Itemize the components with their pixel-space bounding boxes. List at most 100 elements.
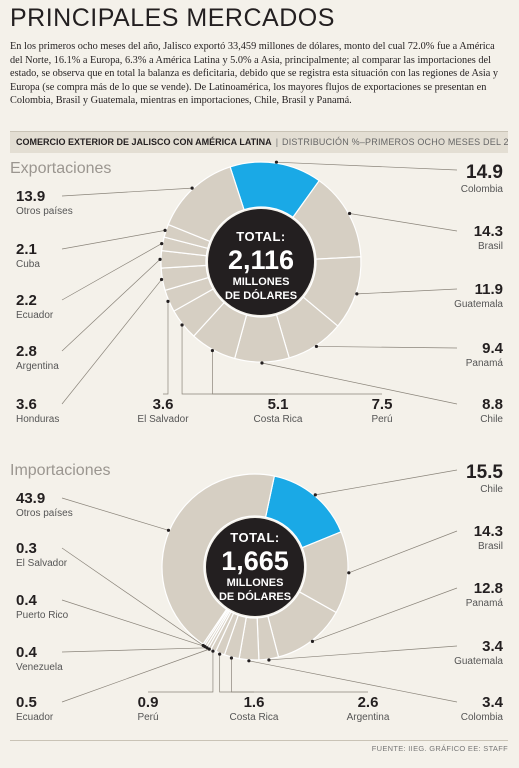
- exports-leader-dot-3: [314, 344, 319, 349]
- imports-label-value: 0.3: [16, 540, 37, 557]
- imports-leader-3: [268, 645, 458, 661]
- exports-center-disc: [208, 209, 314, 315]
- imports-leader-8: [61, 648, 210, 703]
- exports-label-value: 2.1: [16, 241, 37, 258]
- exports-leader-6: [181, 324, 278, 395]
- subhead-title: COMERCIO EXTERIOR DE JALISCO CON AMÉRICA…: [16, 137, 272, 147]
- imports-leader-dot-7: [211, 649, 215, 653]
- imports-label-name: Brasil: [477, 541, 503, 552]
- exports-label-9: 2.8 Argentina: [16, 343, 59, 373]
- exports-label-name: Honduras: [16, 414, 60, 425]
- imports-label-value: 2.6: [357, 694, 379, 711]
- imports-label-value: 3.4: [482, 694, 503, 711]
- imports-label-2: 12.8 Panamá: [466, 580, 503, 610]
- exports-label-name: Guatemala: [454, 299, 503, 310]
- intro-paragraph: En los primeros ocho meses del año, Jali…: [10, 41, 499, 107]
- exports-total-unit-2: DE DÓLARES: [224, 290, 298, 302]
- imports-label-name: Guatemala: [454, 656, 503, 667]
- exports-leader-dot-4: [260, 361, 264, 365]
- imports-leader-dot-12: [166, 528, 171, 532]
- exports-leader-2: [356, 288, 458, 295]
- imports-label-name: El Salvador: [16, 558, 68, 569]
- imports-label-name: Venezuela: [16, 662, 63, 673]
- exports-leader-10: [61, 243, 162, 301]
- imports-label-name: Colombia: [460, 712, 503, 723]
- imports-total-unit-1: MILLONES: [226, 577, 284, 589]
- exports-label-value: 11.9: [474, 281, 503, 298]
- imports-label-value: 14.3: [473, 523, 503, 540]
- exports-label-1: 14.3 Brasil: [474, 223, 503, 253]
- subhead-separator: |: [275, 137, 279, 147]
- exports-leader-dot-2: [355, 292, 359, 296]
- imports-label-3: 3.4 Guatemala: [454, 638, 503, 668]
- exports-center-total: TOTAL: 2,116 MILLONES DE DÓLARES: [203, 229, 319, 303]
- exports-leader-3: [316, 346, 458, 349]
- imports-label-5: 2.6 Argentina: [328, 694, 408, 724]
- imports-label-12: 43.9 Otros países: [16, 490, 73, 520]
- imports-label-8: 0.5 Ecuador: [16, 694, 53, 724]
- imports-leader-dot-1: [347, 571, 351, 575]
- exports-label-name: Argentina: [16, 361, 59, 372]
- imports-leader-5: [231, 657, 368, 693]
- imports-center-total: TOTAL: 1,665 MILLONES DE DÓLARES: [197, 530, 313, 604]
- imports-label-7: 0.9 Perú: [108, 694, 188, 724]
- exports-label-0: 14.9 Colombia: [461, 162, 503, 196]
- chart-subhead: COMERCIO EXTERIOR DE JALISCO CON AMÉRICA…: [10, 131, 508, 153]
- imports-section-title: Importaciones: [10, 462, 111, 479]
- exports-leader-dot-7: [166, 299, 170, 303]
- exports-label-value: 5.1: [267, 396, 289, 413]
- exports-label-name: Otros países: [16, 206, 73, 217]
- exports-label-name: Colombia: [460, 184, 503, 195]
- imports-leader-dot-11: [201, 643, 205, 648]
- exports-leader-dot-5: [210, 348, 215, 353]
- exports-label-4: 8.8 Chile: [480, 396, 503, 426]
- imports-leader-12: [61, 497, 169, 531]
- imports-label-value: 12.8: [473, 580, 503, 597]
- imports-label-name: Costa Rica: [229, 712, 279, 723]
- exports-label-value: 3.6: [152, 396, 174, 413]
- imports-label-value: 0.4: [16, 592, 37, 609]
- exports-total-unit-1: MILLONES: [232, 276, 290, 288]
- exports-label-name: Ecuador: [16, 310, 54, 321]
- exports-leader-dot-1: [347, 211, 352, 216]
- exports-label-11: 2.1 Cuba: [16, 241, 40, 271]
- exports-leader-9: [61, 259, 161, 352]
- imports-leader-dot-6: [218, 652, 222, 656]
- imports-leader-2: [312, 587, 458, 642]
- imports-label-9: 0.4 Venezuela: [16, 644, 63, 674]
- imports-leader-dot-2: [310, 639, 315, 643]
- exports-leader-dot-8: [159, 277, 164, 282]
- exports-label-8: 3.6 Honduras: [16, 396, 59, 426]
- imports-label-value: 1.6: [243, 694, 265, 711]
- imports-leader-dot-5: [229, 656, 234, 660]
- imports-slice-12: [161, 473, 276, 645]
- exports-leader-dot-10: [160, 241, 164, 246]
- exports-leader-dot-11: [163, 228, 167, 232]
- imports-leader-9: [61, 647, 207, 653]
- imports-total-label: TOTAL:: [230, 530, 280, 545]
- imports-label-name: Otros países: [16, 508, 73, 519]
- imports-label-4: 3.4 Colombia: [461, 694, 503, 724]
- exports-label-value: 3.6: [16, 396, 37, 413]
- source-footer: FUENTE: IIEG. GRÁFICO EE: STAFF: [10, 740, 508, 753]
- imports-label-10: 0.4 Puerto Rico: [16, 592, 68, 622]
- exports-label-name: Perú: [371, 414, 393, 425]
- imports-leader-dot-0: [313, 493, 317, 497]
- imports-label-name: Panamá: [465, 598, 503, 609]
- exports-label-12: 13.9 Otros países: [16, 188, 73, 218]
- exports-slice-12: [167, 166, 245, 243]
- exports-label-value: 8.8: [482, 396, 503, 413]
- imports-label-value: 0.4: [16, 644, 37, 661]
- exports-label-5: 7.5 Perú: [342, 396, 422, 426]
- imports-total-unit-2: DE DÓLARES: [218, 591, 292, 603]
- exports-leader-dot-0: [274, 160, 279, 164]
- exports-leader-1: [349, 213, 458, 232]
- imports-label-name: Perú: [137, 712, 159, 723]
- exports-label-value: 2.2: [16, 292, 37, 309]
- exports-label-value: 13.9: [16, 188, 46, 205]
- exports-leader-8: [61, 279, 162, 405]
- imports-label-value: 0.9: [137, 694, 159, 711]
- imports-leader-11: [61, 547, 204, 646]
- imports-total-value: 1,665: [221, 546, 289, 576]
